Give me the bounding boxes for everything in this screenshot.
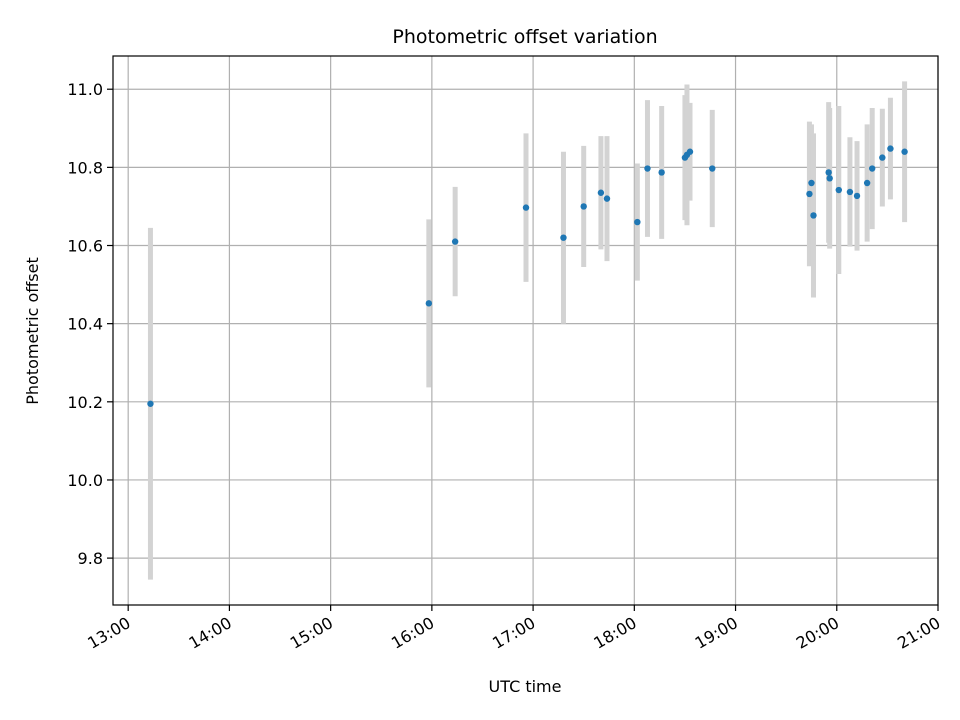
y-tick-label: 10.4 [67, 315, 103, 334]
data-point [846, 188, 854, 196]
data-points [147, 145, 908, 407]
y-tick-label: 10.2 [67, 393, 103, 412]
data-point [603, 195, 611, 202]
data-point [147, 400, 154, 407]
y-tick-label: 10.6 [67, 237, 103, 256]
data-point [634, 218, 641, 226]
data-point [644, 165, 651, 172]
y-tick-label: 10.0 [67, 471, 103, 490]
data-point [863, 179, 871, 187]
data-point [901, 148, 908, 155]
data-point [810, 212, 817, 219]
x-axis-title: UTC time [489, 677, 562, 696]
data-point [853, 192, 861, 200]
data-point [825, 169, 832, 176]
data-point [879, 154, 886, 161]
y-tick-label: 9.8 [78, 549, 103, 568]
data-point [806, 190, 813, 198]
data-point [522, 204, 530, 211]
data-point [658, 169, 665, 176]
data-point [451, 238, 459, 245]
chart-title: Photometric offset variation [392, 26, 657, 48]
data-point [887, 145, 894, 152]
data-point [869, 165, 876, 172]
data-point [808, 179, 815, 187]
data-point [425, 300, 433, 307]
data-point [835, 186, 842, 194]
data-point [597, 189, 605, 196]
y-axis-title: Photometric offset [23, 257, 42, 405]
data-point [560, 234, 567, 241]
plot-frame [112, 55, 939, 606]
data-point [826, 175, 833, 182]
data-point [686, 148, 694, 155]
y-tick-label: 11.0 [67, 80, 103, 99]
y-tick-label: 10.8 [67, 158, 103, 177]
data-point [580, 203, 587, 210]
data-point [709, 165, 716, 172]
